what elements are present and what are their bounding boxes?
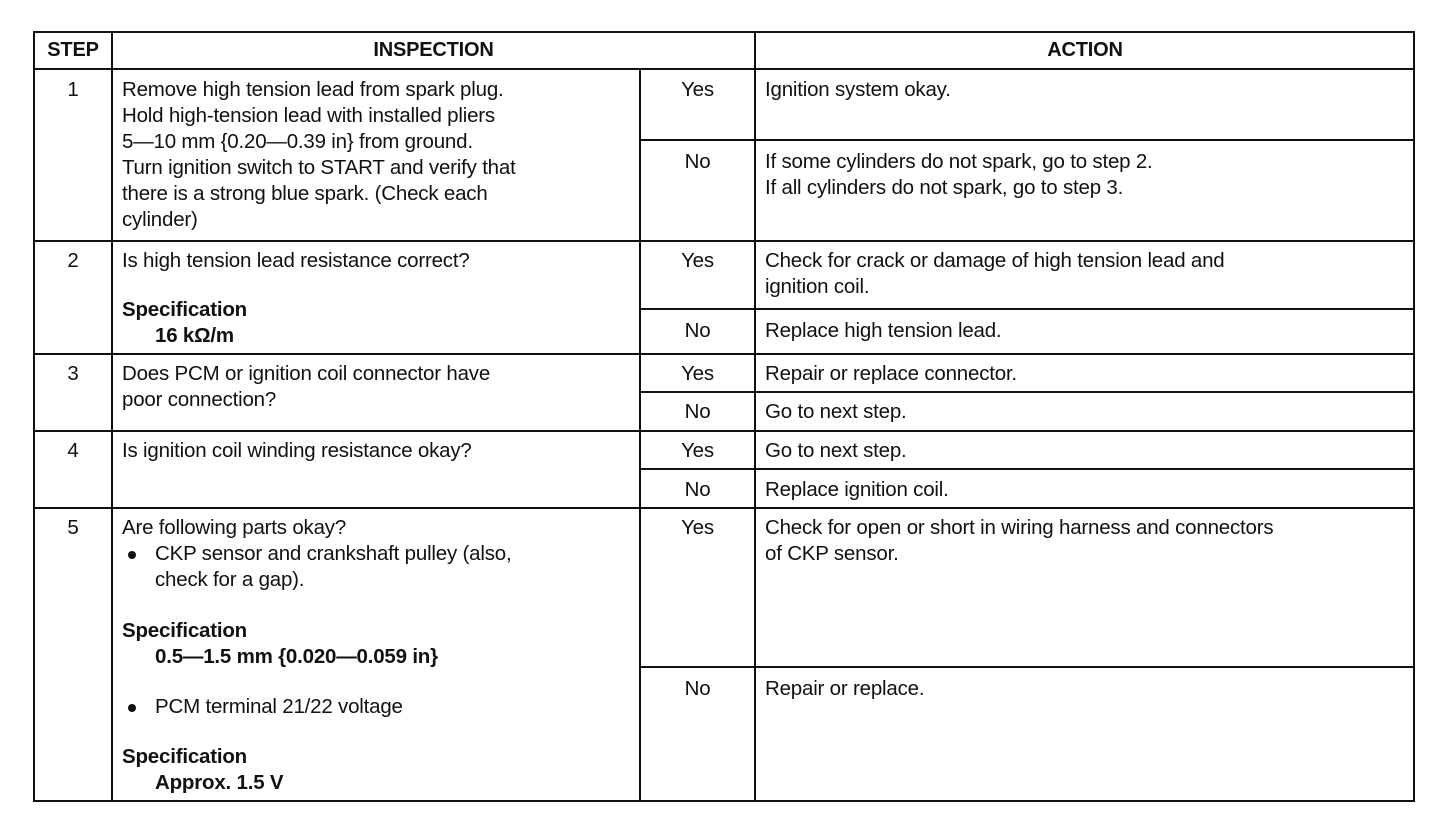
yes-action: Go to next step. bbox=[765, 439, 907, 462]
no-action: Repair or replace. bbox=[765, 677, 925, 700]
specification-value: Approx. 1.5 V bbox=[155, 771, 284, 794]
bullet-text: PCM terminal 21/22 voltage bbox=[155, 695, 403, 718]
yes-action: Ignition system okay. bbox=[765, 78, 951, 101]
step-number: 5 bbox=[67, 516, 79, 539]
bullet-item: CKP sensor and crankshaft pulley (also, … bbox=[122, 541, 512, 593]
no-label: No bbox=[684, 677, 711, 700]
bullet-item: PCM terminal 21/22 voltage bbox=[122, 694, 403, 720]
header-action: ACTION bbox=[1047, 39, 1123, 61]
inspection-text: Does PCM or ignition coil connector have… bbox=[122, 362, 491, 411]
table-border-top bbox=[33, 31, 1415, 33]
specification-label: Specification bbox=[122, 619, 247, 642]
no-action: Replace ignition coil. bbox=[765, 478, 949, 501]
subrow-divider bbox=[640, 391, 1415, 393]
no-label: No bbox=[684, 400, 711, 423]
inspection-text: Is ignition coil winding resistance okay… bbox=[122, 439, 472, 462]
yes-action: Repair or replace connector. bbox=[765, 362, 1017, 385]
inspection-text: Is high tension lead resistance correct? bbox=[122, 249, 470, 272]
col-divider bbox=[754, 31, 756, 802]
row-divider bbox=[33, 68, 1415, 70]
yes-label: Yes bbox=[681, 249, 714, 272]
subrow-divider bbox=[640, 139, 1415, 141]
row-divider bbox=[33, 240, 1415, 242]
row-divider bbox=[33, 353, 1415, 355]
no-action: Go to next step. bbox=[765, 400, 907, 423]
no-label: No bbox=[684, 319, 711, 342]
row-divider bbox=[33, 507, 1415, 509]
table-border-bottom bbox=[33, 800, 1415, 802]
inspection-text: Remove high tension lead from spark plug… bbox=[122, 78, 516, 231]
no-label: No bbox=[684, 478, 711, 501]
header-step: STEP bbox=[47, 39, 99, 61]
subrow-divider bbox=[640, 666, 1415, 668]
row-divider bbox=[33, 430, 1415, 432]
no-label: No bbox=[684, 150, 711, 173]
yes-action: Check for open or short in wiring harnes… bbox=[765, 516, 1274, 565]
table-border-left bbox=[33, 31, 35, 802]
no-action: Replace high tension lead. bbox=[765, 319, 1002, 342]
header-inspection: INSPECTION bbox=[373, 39, 494, 61]
yes-label: Yes bbox=[681, 516, 714, 539]
specification-label: Specification bbox=[122, 298, 247, 321]
specification-value: 0.5—1.5 mm {0.020—0.059 in} bbox=[155, 645, 438, 668]
step-number: 2 bbox=[67, 249, 79, 272]
col-divider bbox=[111, 31, 113, 802]
specification-value: 16 kΩ/m bbox=[155, 324, 234, 347]
yes-label: Yes bbox=[681, 78, 714, 101]
yes-label: Yes bbox=[681, 362, 714, 385]
yes-label: Yes bbox=[681, 439, 714, 462]
no-action: If some cylinders do not spark, go to st… bbox=[765, 150, 1153, 199]
step-number: 4 bbox=[67, 439, 79, 462]
yes-action: Check for crack or damage of high tensio… bbox=[765, 249, 1225, 298]
bullet-text: CKP sensor and crankshaft pulley (also, … bbox=[155, 542, 512, 591]
step-number: 3 bbox=[67, 362, 79, 385]
bullet-icon bbox=[128, 704, 136, 712]
bullet-icon bbox=[128, 551, 136, 559]
subrow-divider bbox=[640, 468, 1415, 470]
specification-label: Specification bbox=[122, 745, 247, 768]
table-border-right bbox=[1413, 31, 1415, 802]
subrow-divider bbox=[640, 308, 1415, 310]
col-divider bbox=[639, 68, 641, 802]
inspection-text: Are following parts okay? bbox=[122, 516, 347, 539]
step-number: 1 bbox=[67, 78, 79, 101]
